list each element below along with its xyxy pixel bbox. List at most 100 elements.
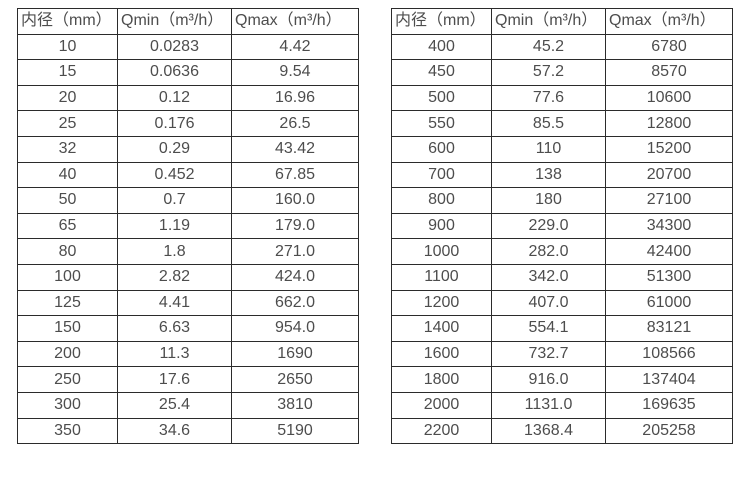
- table-cell: 1800: [391, 366, 492, 393]
- table-cell: 25: [17, 110, 118, 137]
- table-cell: 57.2: [491, 59, 606, 86]
- table-cell: 85.5: [491, 110, 606, 137]
- table-row: 400 45.2 6780: [391, 33, 733, 61]
- table-cell: 43.42: [231, 135, 359, 163]
- table-cell: 0.0283: [117, 33, 232, 61]
- table-row: 80 1.8 271.0: [17, 238, 359, 265]
- table-cell: 0.12: [117, 84, 232, 112]
- table-cell: 10600: [605, 84, 733, 112]
- table-cell: 0.452: [117, 161, 232, 189]
- table-cell: 160.0: [231, 187, 359, 214]
- table-cell: 900: [391, 212, 492, 240]
- table-cell: 9.54: [231, 59, 359, 86]
- table-cell: 400: [391, 33, 492, 61]
- table-row: 200 11.3 1690: [17, 340, 359, 368]
- table-cell: 108566: [605, 340, 733, 368]
- table-cell: 34300: [605, 212, 733, 240]
- flow-rate-tables-container: 内径（mm） Qmin（m³/h） Qmax（m³/h） 10 0.0283 4.42 15…: [17, 8, 733, 445]
- table-cell: 26.5: [231, 110, 359, 137]
- table-cell: 954.0: [231, 315, 359, 342]
- table-cell: 500: [391, 84, 492, 112]
- table-cell: 17.6: [117, 366, 232, 393]
- table-cell: 16.96: [231, 84, 359, 112]
- table-cell: 554.1: [491, 315, 606, 342]
- table-cell: 1000: [391, 238, 492, 265]
- table-cell: 67.85: [231, 161, 359, 189]
- table-row: 1200 407.0 61000: [391, 289, 733, 317]
- table-cell: 1400: [391, 315, 492, 342]
- table-cell: 61000: [605, 289, 733, 317]
- table-cell: 180: [491, 187, 606, 214]
- table-cell: 137404: [605, 366, 733, 393]
- table-cell: 0.0636: [117, 59, 232, 86]
- table-row: 65 1.19 179.0: [17, 212, 359, 240]
- column-header: Qmax（m³/h）: [231, 8, 359, 35]
- table-cell: 15200: [605, 135, 733, 163]
- table-cell: 2200: [391, 417, 492, 445]
- table-cell: 83121: [605, 315, 733, 342]
- table-row: 900 229.0 34300: [391, 212, 733, 240]
- table-cell: 20700: [605, 161, 733, 189]
- column-header: Qmin（m³/h）: [491, 8, 606, 35]
- table-cell: 1690: [231, 340, 359, 368]
- table-row: 250 17.6 2650: [17, 366, 359, 393]
- table-cell: 3810: [231, 391, 359, 419]
- table-row: 150 6.63 954.0: [17, 315, 359, 342]
- table-cell: 27100: [605, 187, 733, 214]
- table-row: 550 85.5 12800: [391, 110, 733, 137]
- table-row: 600 110 15200: [391, 135, 733, 163]
- table-row: 1800 916.0 137404: [391, 366, 733, 393]
- table-cell: 5190: [231, 417, 359, 445]
- table-row: 15 0.0636 9.54: [17, 59, 359, 86]
- column-header: Qmin（m³/h）: [117, 8, 232, 35]
- table-cell: 138: [491, 161, 606, 189]
- column-header: Qmax（m³/h）: [605, 8, 733, 35]
- table-cell: 45.2: [491, 33, 606, 61]
- table-cell: 0.29: [117, 135, 232, 163]
- table-row: 1100 342.0 51300: [391, 263, 733, 291]
- column-header: 内径（mm）: [17, 8, 118, 35]
- table-row: 450 57.2 8570: [391, 59, 733, 86]
- table-cell: 229.0: [491, 212, 606, 240]
- table-row: 50 0.7 160.0: [17, 187, 359, 214]
- table-cell: 205258: [605, 417, 733, 445]
- table-cell: 1368.4: [491, 417, 606, 445]
- table-row: 800 180 27100: [391, 187, 733, 214]
- table-cell: 424.0: [231, 263, 359, 291]
- table-row: 500 77.6 10600: [391, 84, 733, 112]
- table-cell: 282.0: [491, 238, 606, 265]
- table-cell: 150: [17, 315, 118, 342]
- table-cell: 1600: [391, 340, 492, 368]
- table-cell: 77.6: [491, 84, 606, 112]
- table-cell: 250: [17, 366, 118, 393]
- table-row: 350 34.6 5190: [17, 417, 359, 445]
- table-cell: 2650: [231, 366, 359, 393]
- table-cell: 600: [391, 135, 492, 163]
- table-cell: 6.63: [117, 315, 232, 342]
- table-cell: 916.0: [491, 366, 606, 393]
- table-cell: 25.4: [117, 391, 232, 419]
- table-cell: 1100: [391, 263, 492, 291]
- table-cell: 20: [17, 84, 118, 112]
- table-cell: 1200: [391, 289, 492, 317]
- table-row: 100 2.82 424.0: [17, 263, 359, 291]
- header-row: 内径（mm） Qmin（m³/h） Qmax（m³/h）: [17, 8, 359, 35]
- table-cell: 407.0: [491, 289, 606, 317]
- table-cell: 125: [17, 289, 118, 317]
- table-cell: 342.0: [491, 263, 606, 291]
- table-cell: 50: [17, 187, 118, 214]
- table-cell: 8570: [605, 59, 733, 86]
- table-cell: 2000: [391, 391, 492, 419]
- table-cell: 300: [17, 391, 118, 419]
- table-cell: 40: [17, 161, 118, 189]
- table-cell: 200: [17, 340, 118, 368]
- table-cell: 450: [391, 59, 492, 86]
- table-cell: 80: [17, 238, 118, 265]
- table-cell: 12800: [605, 110, 733, 137]
- table-cell: 2.82: [117, 263, 232, 291]
- table-cell: 662.0: [231, 289, 359, 317]
- table-cell: 169635: [605, 391, 733, 419]
- table-row: 10 0.0283 4.42: [17, 33, 359, 61]
- table-row: 2000 1131.0 169635: [391, 391, 733, 419]
